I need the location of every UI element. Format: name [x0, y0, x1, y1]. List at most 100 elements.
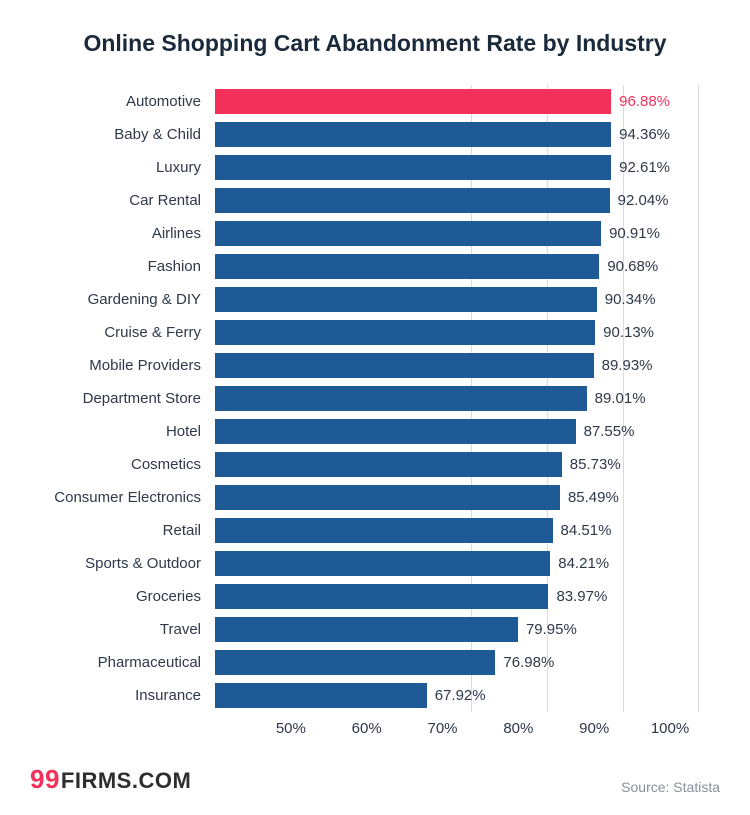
value-label: 89.93% [602, 357, 653, 374]
bar [215, 584, 548, 609]
x-tick-label: 60% [352, 720, 382, 737]
value-label: 92.61% [619, 159, 670, 176]
chart-rows: Automotive96.88%Baby & Child94.36%Luxury… [35, 85, 715, 712]
value-label: 89.01% [595, 390, 646, 407]
x-tick-label: 50% [276, 720, 306, 737]
category-label: Consumer Electronics [35, 489, 215, 506]
x-tick-label: 100% [651, 720, 689, 737]
bar-cell: 89.93% [215, 349, 670, 382]
category-label: Fashion [35, 258, 215, 275]
chart-row: Retail 84.51% [35, 514, 715, 547]
bar-cell: 67.92% [215, 679, 670, 712]
source-attribution: Source: Statista [621, 779, 720, 795]
category-label: Car Rental [35, 192, 215, 209]
bar [215, 287, 597, 312]
category-label: Pharmaceutical [35, 654, 215, 671]
category-label: Mobile Providers [35, 357, 215, 374]
x-tick-label: 80% [503, 720, 533, 737]
category-label: Cruise & Ferry [35, 324, 215, 341]
chart-row: Department Store 89.01% [35, 382, 715, 415]
bar-cell: 94.36% [215, 118, 670, 151]
x-tick-label: 90% [579, 720, 609, 737]
chart-row: Automotive 96.88% [35, 85, 715, 118]
bar [215, 518, 553, 543]
value-label: 67.92% [435, 687, 486, 704]
category-label: Travel [35, 621, 215, 638]
chart-row: Airlines 90.91% [35, 217, 715, 250]
chart-row: Mobile Providers 89.93% [35, 349, 715, 382]
x-tick-label: 70% [427, 720, 457, 737]
bar [215, 419, 576, 444]
bar [215, 683, 427, 708]
bar-cell: 92.61% [215, 151, 670, 184]
chart-title: Online Shopping Cart Abandonment Rate by… [30, 30, 720, 57]
value-label: 96.88% [619, 93, 670, 110]
category-label: Automotive [35, 93, 215, 110]
value-label: 92.04% [618, 192, 669, 209]
value-label: 76.98% [503, 654, 554, 671]
bar-cell: 89.01% [215, 382, 670, 415]
value-label: 87.55% [584, 423, 635, 440]
brand-accent: 99 [30, 764, 60, 795]
bar-cell: 96.88% [215, 85, 670, 118]
value-label: 84.21% [558, 555, 609, 572]
bar-cell: 83.97% [215, 580, 670, 613]
brand-rest: FIRMS.COM [61, 768, 191, 794]
chart-row: Luxury 92.61% [35, 151, 715, 184]
category-label: Insurance [35, 687, 215, 704]
gridline [698, 85, 699, 712]
category-label: Sports & Outdoor [35, 555, 215, 572]
value-label: 90.91% [609, 225, 660, 242]
chart-row: Gardening & DIY 90.34% [35, 283, 715, 316]
bar [215, 353, 594, 378]
value-label: 94.36% [619, 126, 670, 143]
category-label: Gardening & DIY [35, 291, 215, 308]
bar-cell: 90.34% [215, 283, 670, 316]
value-label: 83.97% [556, 588, 607, 605]
bar-cell: 90.91% [215, 217, 670, 250]
bar-cell: 90.68% [215, 250, 670, 283]
bar [215, 221, 601, 246]
bar-cell: 92.04% [215, 184, 670, 217]
category-label: Luxury [35, 159, 215, 176]
bar [215, 452, 562, 477]
chart-row: Cosmetics85.73% [35, 448, 715, 481]
chart-row: Consumer Electronics 85.49% [35, 481, 715, 514]
bar [215, 617, 518, 642]
value-label: 79.95% [526, 621, 577, 638]
value-label: 85.49% [568, 489, 619, 506]
bar-cell: 85.73% [215, 448, 670, 481]
value-label: 84.51% [561, 522, 612, 539]
chart: Automotive96.88%Baby & Child94.36%Luxury… [35, 85, 715, 752]
chart-row: Cruise & Ferry 90.13% [35, 316, 715, 349]
bar [215, 122, 611, 147]
chart-row: Sports & Outdoor 84.21% [35, 547, 715, 580]
bar-cell: 85.49% [215, 481, 670, 514]
bar-cell: 90.13% [215, 316, 670, 349]
bar [215, 650, 495, 675]
value-label: 90.13% [603, 324, 654, 341]
value-label: 90.34% [605, 291, 656, 308]
category-label: Department Store [35, 390, 215, 407]
brand-logo: 99 FIRMS.COM [30, 764, 191, 795]
category-label: Airlines [35, 225, 215, 242]
x-axis: 50%60%70%80%90%100% [215, 712, 670, 752]
value-label: 90.68% [607, 258, 658, 275]
bar [215, 386, 587, 411]
chart-row: Car Rental 92.04% [35, 184, 715, 217]
chart-row: Pharmaceutical 76.98% [35, 646, 715, 679]
category-label: Cosmetics [35, 456, 215, 473]
chart-row: Groceries83.97% [35, 580, 715, 613]
bar [215, 320, 595, 345]
bar [215, 155, 611, 180]
category-label: Hotel [35, 423, 215, 440]
bar-cell: 84.21% [215, 547, 670, 580]
chart-row: Hotel 87.55% [35, 415, 715, 448]
bar [215, 485, 560, 510]
bar [215, 551, 550, 576]
chart-row: Travel 79.95% [35, 613, 715, 646]
category-label: Retail [35, 522, 215, 539]
chart-row: Fashion 90.68% [35, 250, 715, 283]
bar-cell: 87.55% [215, 415, 670, 448]
bar [215, 188, 610, 213]
